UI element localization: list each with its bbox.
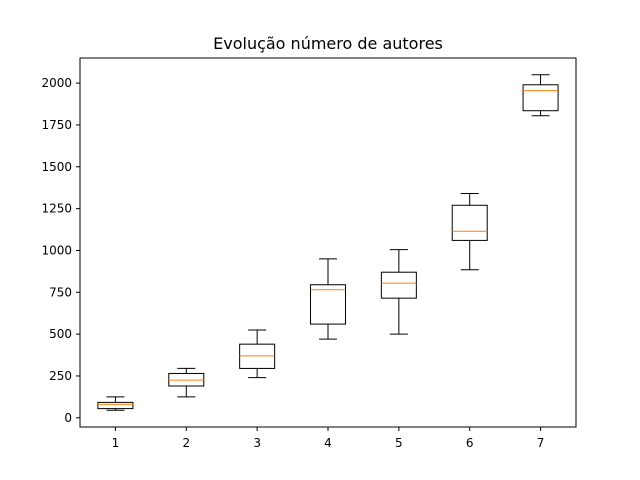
y-tick-label-250: 250 (49, 369, 72, 383)
x-tick-label-6: 6 (466, 436, 474, 450)
y-tick-label-1000: 1000 (41, 243, 72, 257)
x-tick-label-1: 1 (112, 436, 120, 450)
box-1 (97, 401, 134, 410)
x-tick-label-3: 3 (253, 436, 261, 450)
y-tick-label-1500: 1500 (41, 160, 72, 174)
y-tick-label-500: 500 (49, 327, 72, 341)
y-tick-label-0: 0 (64, 411, 72, 425)
y-tick-label-750: 750 (49, 285, 72, 299)
x-tick-label-7: 7 (537, 436, 545, 450)
y-tick-label-1250: 1250 (41, 202, 72, 216)
box-4 (310, 284, 346, 325)
x-tick-label-5: 5 (395, 436, 403, 450)
x-tick-label-2: 2 (182, 436, 190, 450)
box-7 (522, 84, 559, 112)
y-tick-label-2000: 2000 (41, 76, 72, 90)
box-6 (451, 204, 488, 241)
chart-title: Evolução número de autores (213, 34, 443, 53)
box-5 (380, 271, 417, 299)
x-tick-label-4: 4 (324, 436, 332, 450)
plot-area: 1 2 3 4 5 6 7 0 250 500 750 1000 1250 1500 1750 2000 (41, 74, 559, 450)
y-tick-label-1750: 1750 (41, 118, 72, 132)
axes-frame (79, 57, 577, 428)
